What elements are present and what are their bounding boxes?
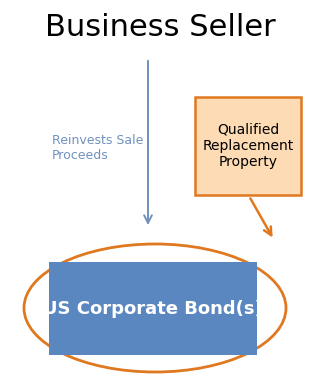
Text: Qualified
Replacement
Property: Qualified Replacement Property: [202, 123, 294, 169]
Text: US Corporate Bond(s): US Corporate Bond(s): [43, 299, 263, 318]
FancyBboxPatch shape: [195, 97, 301, 195]
Text: Business Seller: Business Seller: [44, 14, 276, 42]
Text: Reinvests Sale
Proceeds: Reinvests Sale Proceeds: [52, 134, 143, 162]
Ellipse shape: [24, 244, 286, 372]
FancyBboxPatch shape: [49, 262, 257, 355]
